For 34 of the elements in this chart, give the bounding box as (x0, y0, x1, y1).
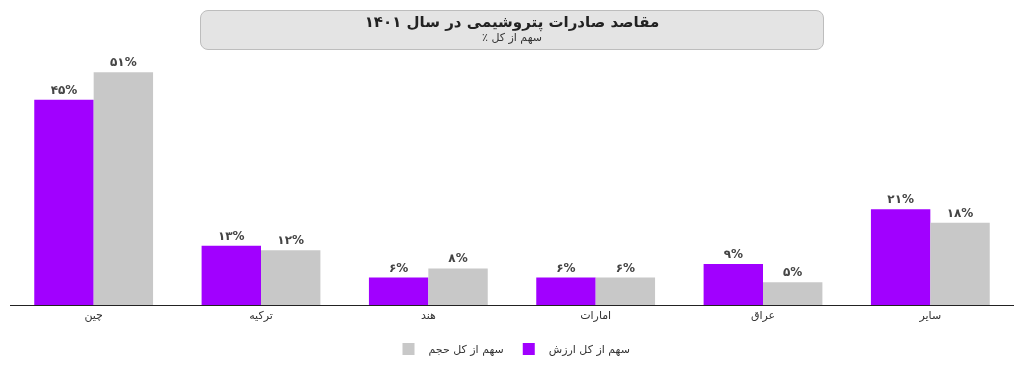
x-tick-label: ترکیه (249, 309, 273, 323)
bar (595, 277, 656, 305)
bar (34, 99, 94, 305)
data-label: ۶% (388, 260, 409, 275)
data-label: ۸% (448, 251, 468, 266)
bar (93, 72, 154, 305)
x-tick-label: امارات (580, 309, 612, 323)
x-tick-label: سایر (918, 309, 942, 323)
data-label: ۱۸% (946, 205, 974, 220)
data-label: ۶% (615, 260, 636, 275)
data-label: ۵۱% (110, 55, 137, 70)
data-label: ۴۵% (50, 82, 78, 97)
legend-label: سهم از کل حجم (428, 343, 504, 357)
x-tick-label: هند (420, 309, 436, 323)
data-label: ۱۲% (277, 233, 305, 248)
data-label: ۹% (723, 246, 743, 261)
x-tick-label: عراق (750, 309, 776, 323)
data-label: ۵% (783, 265, 803, 280)
data-label: ۲۱% (887, 192, 914, 207)
bar (261, 250, 321, 305)
chart-title: مقاصد صادرات پتروشیمی در سال ۱۴۰۱ (363, 13, 661, 31)
bar (870, 209, 931, 305)
bar (763, 282, 823, 305)
data-label: ۶% (556, 260, 576, 275)
chart-subtitle: سهم از کل ٪ (482, 31, 542, 44)
bar (428, 268, 488, 305)
bar (703, 263, 763, 305)
x-tick-label: چین (84, 309, 103, 323)
legend-label: سهم از کل ارزش (548, 343, 630, 357)
bar (930, 222, 990, 305)
bar (201, 245, 261, 305)
bar (536, 277, 596, 305)
bar (368, 277, 429, 305)
data-label: ۱۳% (217, 228, 245, 243)
